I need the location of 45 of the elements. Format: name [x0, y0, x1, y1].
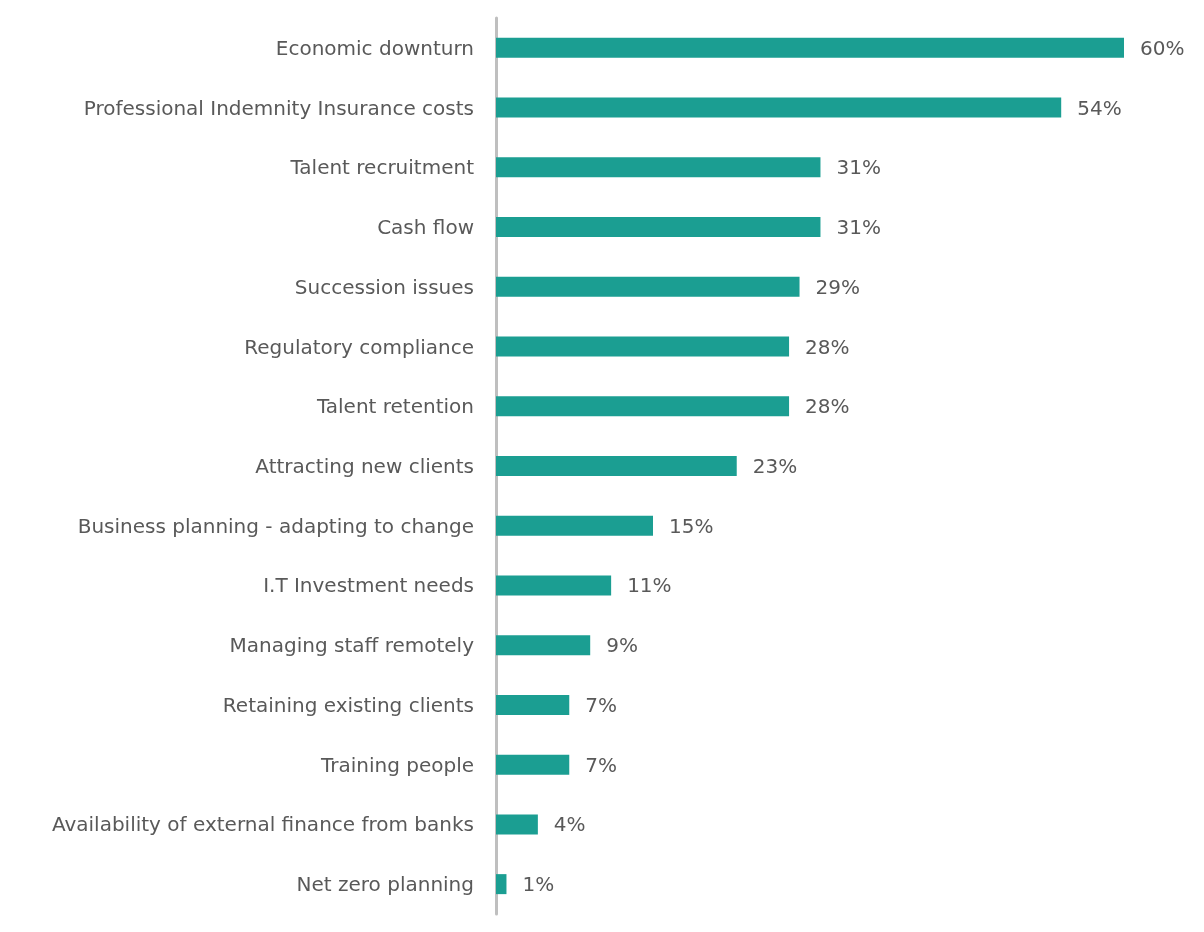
- y-tick-label: Availability of external finance from banks: [51, 812, 474, 837]
- data-label: 28%: [805, 334, 850, 359]
- y-tick-label: Business planning - adapting to change: [77, 513, 474, 538]
- y-tick-label: Training people: [319, 752, 474, 777]
- bar: [496, 37, 1124, 58]
- data-label: 29%: [815, 274, 860, 299]
- data-label: 31%: [836, 215, 881, 240]
- data-label: 15%: [669, 513, 714, 538]
- data-label: 31%: [836, 155, 881, 180]
- bar: [496, 575, 612, 596]
- y-tick-label: Attracting new clients: [255, 454, 474, 478]
- bar: [496, 456, 737, 476]
- data-label: 23%: [752, 454, 798, 478]
- y-tick-label: I.T Investment needs: [263, 573, 474, 598]
- y-tick-label: Net zero planning: [296, 872, 474, 897]
- bar: [496, 874, 507, 895]
- data-label: 54%: [1077, 95, 1122, 120]
- bar: [496, 754, 570, 775]
- data-label: 7%: [585, 692, 617, 717]
- data-label: 7%: [585, 752, 617, 777]
- y-tick-label: Retaining existing clients: [222, 692, 474, 717]
- data-label: 60%: [1140, 35, 1185, 60]
- data-label: 4%: [553, 812, 586, 837]
- y-tick-label: Managing staff remotely: [229, 633, 475, 658]
- y-tick-label: Talent retention: [315, 394, 474, 419]
- y-tick-label: Talent recruitment: [289, 155, 475, 180]
- bar: [496, 635, 591, 656]
- y-tick-label: Succession issues: [294, 274, 474, 299]
- bar: [496, 396, 790, 417]
- bar: [496, 515, 653, 536]
- bar: [496, 814, 538, 835]
- bar: [496, 97, 1062, 118]
- bar: [496, 217, 821, 238]
- bar: [496, 694, 570, 715]
- y-tick-label: Professional Indemnity Insurance costs: [83, 95, 474, 120]
- bar: [496, 276, 800, 297]
- bar: [496, 336, 790, 357]
- y-tick-label: Regulatory compliance: [244, 334, 474, 359]
- y-tick-label: Cash flow: [377, 215, 474, 240]
- bar: [496, 157, 821, 178]
- data-label: 1%: [522, 872, 555, 897]
- data-label: 11%: [627, 573, 672, 598]
- y-tick-label: Economic downturn: [275, 35, 474, 60]
- data-label: 9%: [606, 633, 638, 658]
- data-label: 28%: [805, 394, 850, 419]
